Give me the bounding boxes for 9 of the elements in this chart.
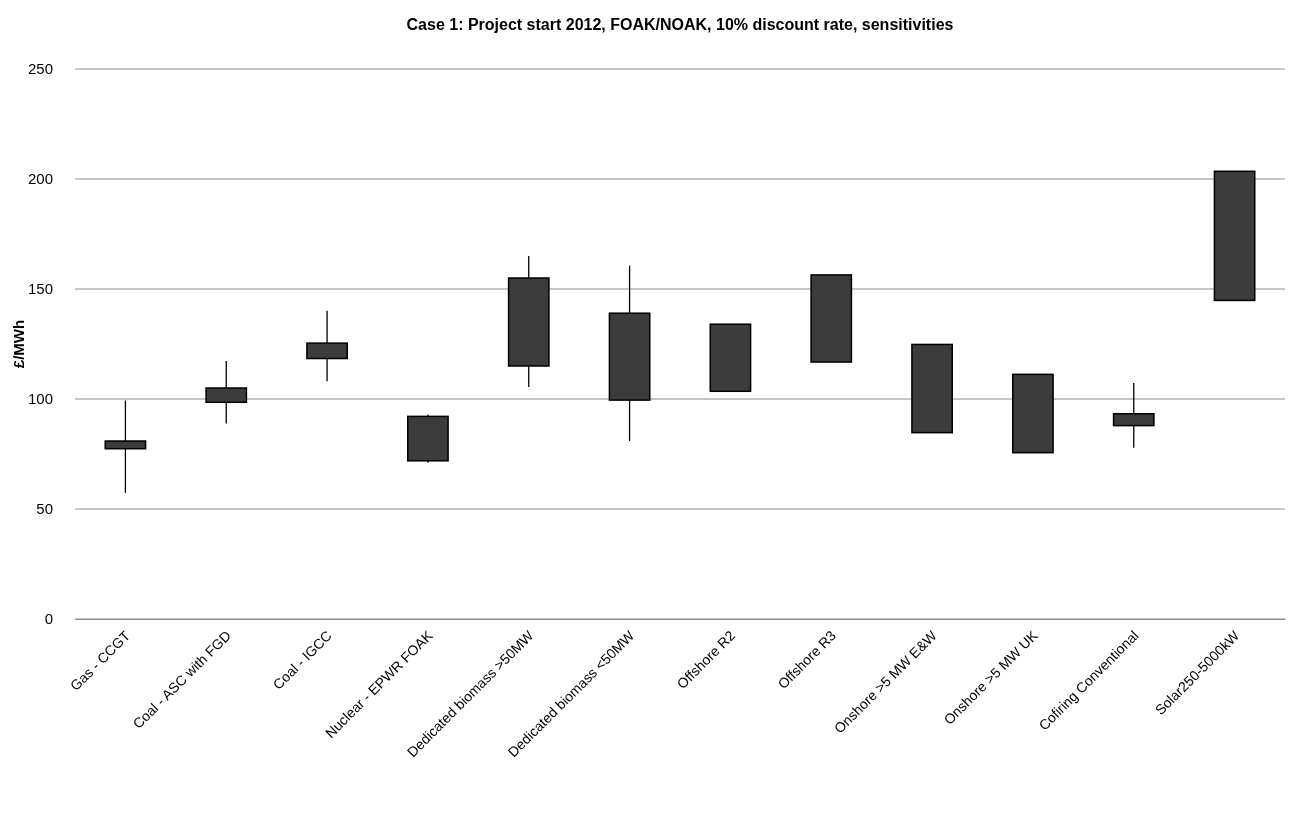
y-tick-label: 100 <box>27 390 53 408</box>
y-tick-label: 150 <box>27 280 53 298</box>
y-tick-label: 200 <box>27 170 53 188</box>
y-tick-label: 250 <box>27 60 53 78</box>
candlestick <box>104 399 147 494</box>
chart-title: Case 1: Project start 2012, FOAK/NOAK, 10% discount rate, sensitivities <box>406 16 954 33</box>
y-tick-label: 50 <box>36 500 53 518</box>
y-tick-label: 0 <box>44 610 53 628</box>
y-axis-title: £/MWh <box>10 319 27 369</box>
